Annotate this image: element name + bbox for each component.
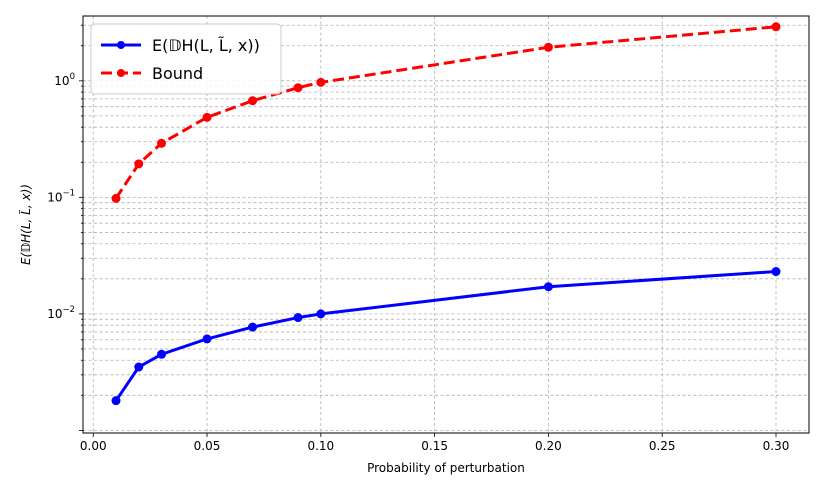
legend-label-1: E(𝔻H(L, L̃, x)) bbox=[152, 36, 260, 55]
x-axis-label: Probability of perturbation bbox=[367, 461, 525, 475]
x-tick-label: 0.30 bbox=[763, 439, 790, 453]
x-tick-label: 0.25 bbox=[649, 439, 676, 453]
series-2-point bbox=[157, 138, 167, 148]
series-1-point bbox=[157, 349, 167, 359]
y-axis-ticks: 10−2 10−1 100 bbox=[47, 24, 83, 431]
x-axis-ticks: 0.00 0.05 0.10 0.15 0.20 0.25 0.30 bbox=[80, 433, 789, 453]
series-2-point bbox=[134, 159, 144, 169]
y-tick-label: 10−1 bbox=[47, 188, 75, 204]
plot-area-frame bbox=[82, 15, 810, 434]
series-layer bbox=[111, 22, 781, 406]
series-1-point bbox=[134, 362, 144, 372]
series-1-point bbox=[293, 313, 303, 323]
series-1-point bbox=[248, 322, 258, 332]
series-2-point bbox=[248, 96, 258, 106]
series-1-point bbox=[202, 334, 212, 344]
series-1-point bbox=[543, 282, 553, 292]
x-tick-label: 0.00 bbox=[80, 439, 107, 453]
legend-box bbox=[90, 23, 282, 95]
series-2-point bbox=[202, 112, 212, 122]
y-tick-label: 100 bbox=[54, 72, 75, 88]
y-tick-label: 10−2 bbox=[47, 305, 75, 321]
series-1-point bbox=[771, 267, 781, 277]
x-tick-label: 0.15 bbox=[421, 439, 448, 453]
series-1-point bbox=[111, 396, 121, 406]
series-line-2 bbox=[114, 25, 777, 200]
legend: E(𝔻H(L, L̃, x)) Bound bbox=[90, 23, 282, 95]
legend-marker-2 bbox=[117, 69, 125, 77]
x-tick-label: 0.10 bbox=[307, 439, 334, 453]
series-2-point bbox=[543, 42, 553, 52]
x-tick-label: 0.20 bbox=[535, 439, 562, 453]
legend-label-2: Bound bbox=[152, 64, 203, 83]
series-line-1 bbox=[114, 270, 777, 402]
series-2-point bbox=[771, 22, 781, 32]
x-tick-label: 0.05 bbox=[194, 439, 221, 453]
y-axis-label: E(𝔻H(L, L̃, x)) bbox=[19, 184, 33, 265]
series-2-point bbox=[316, 77, 326, 87]
series-1-point bbox=[316, 309, 326, 319]
series-2-point bbox=[111, 193, 121, 203]
legend-marker-1 bbox=[117, 41, 125, 49]
series-2-point bbox=[293, 83, 303, 93]
